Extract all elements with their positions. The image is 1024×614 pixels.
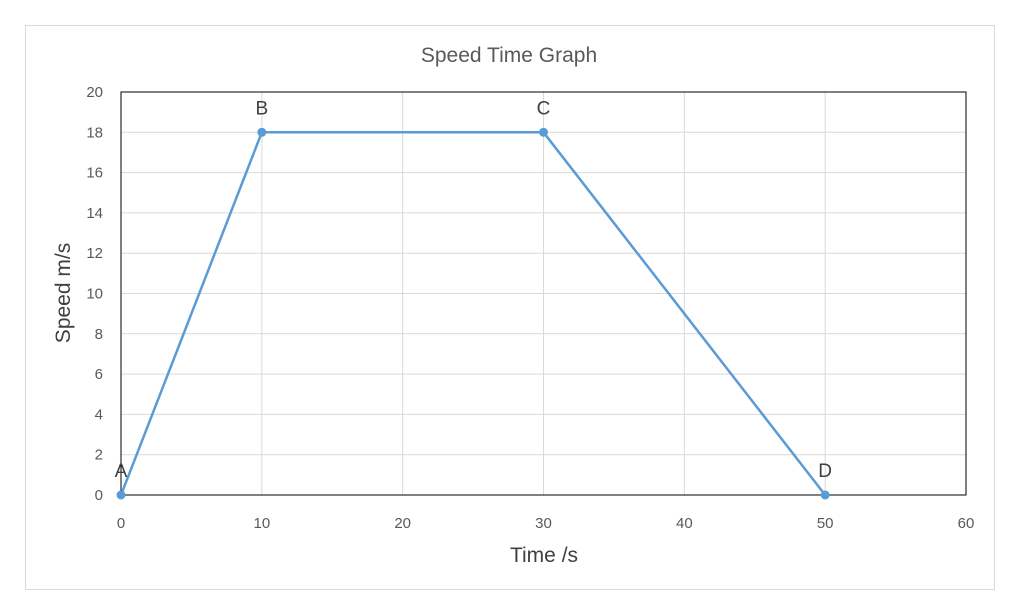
x-tick-label: 40	[676, 515, 693, 532]
y-tick-label: 16	[86, 165, 103, 182]
y-tick-label: 10	[86, 286, 103, 303]
y-tick-label: 6	[95, 366, 103, 383]
x-axis-title: Time /s	[510, 544, 578, 567]
point-label-d: D	[818, 461, 832, 482]
point-label-a: A	[115, 461, 128, 482]
y-tick-label: 0	[95, 487, 103, 504]
plot-area-border	[120, 91, 967, 496]
y-axis-ticks: 0 2 4 6 8 10 12 14 16 18 20	[86, 84, 103, 504]
y-tick-label: 8	[95, 326, 103, 343]
y-tick-label: 18	[86, 124, 103, 141]
grid	[120, 91, 967, 496]
point-label-b: B	[255, 98, 268, 119]
y-tick-label: 20	[86, 84, 103, 101]
data-point-a	[116, 490, 126, 500]
x-tick-label: 10	[253, 515, 270, 532]
data-point-d	[820, 490, 830, 500]
point-label-c: C	[537, 98, 551, 119]
x-tick-label: 30	[535, 515, 552, 532]
data-point-c	[539, 127, 548, 137]
x-tick-label: 20	[394, 515, 411, 532]
data-point-b	[257, 127, 267, 137]
y-tick-label: 4	[95, 406, 103, 423]
x-axis-ticks: 0 10 20 30 40 50 60	[117, 515, 975, 532]
x-tick-label: 0	[117, 515, 125, 532]
y-tick-label: 2	[95, 447, 103, 464]
chart-frame	[25, 25, 995, 590]
series-line	[119, 131, 827, 496]
series-group: A B C D	[115, 98, 832, 500]
y-axis-title: Speed m/s	[52, 243, 75, 343]
x-tick-label: 60	[958, 515, 975, 532]
y-tick-label: 12	[86, 245, 103, 262]
y-tick-label: 14	[86, 205, 103, 222]
x-tick-label: 50	[817, 515, 834, 532]
chart-title: Speed Time Graph	[421, 44, 597, 67]
